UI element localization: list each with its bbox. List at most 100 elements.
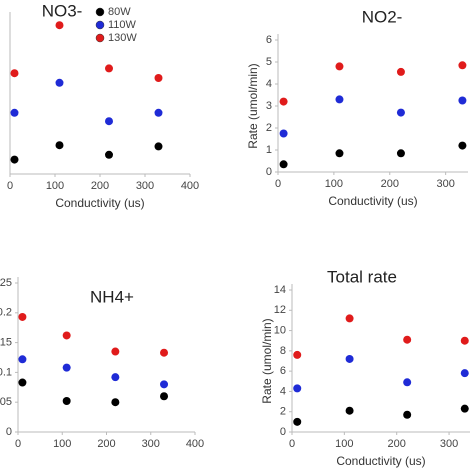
point xyxy=(460,404,469,413)
y-tick-label: 4 xyxy=(280,385,286,397)
y-tick-label: 2 xyxy=(266,122,272,134)
y-tick-label: 0 xyxy=(6,426,12,438)
point xyxy=(160,380,169,389)
x-tick-label: 0 xyxy=(15,438,21,450)
point xyxy=(460,336,469,345)
point xyxy=(10,108,19,117)
y-tick-label: 12 xyxy=(274,304,286,316)
point xyxy=(105,117,113,126)
point xyxy=(460,369,469,378)
point xyxy=(111,373,120,382)
point xyxy=(458,96,467,105)
point xyxy=(458,141,467,150)
chart-title: Total rate xyxy=(327,267,397,286)
point xyxy=(62,331,71,340)
point xyxy=(55,78,64,87)
chart-title: NH4+ xyxy=(90,287,134,306)
point xyxy=(154,74,163,82)
point xyxy=(345,314,354,323)
legend-label: 130W xyxy=(108,32,137,44)
point xyxy=(10,69,19,78)
y-tick-label: 0.1 xyxy=(0,366,12,378)
point xyxy=(62,397,71,406)
x-tick-label: 200 xyxy=(388,438,406,450)
y-axis-label: Rate (umol/min) xyxy=(260,318,274,403)
chart-title: NO3- xyxy=(42,1,83,20)
point xyxy=(18,378,27,387)
x-tick-label: 300 xyxy=(136,180,154,192)
y-tick-label: 14 xyxy=(274,284,286,296)
y-tick-label: 8 xyxy=(280,345,286,357)
y-tick-label: 4 xyxy=(266,78,272,90)
y-tick-label: 10 xyxy=(274,324,286,336)
y-tick-label: 0.2 xyxy=(0,307,12,319)
point xyxy=(335,95,344,104)
x-tick-label: 200 xyxy=(91,180,109,192)
x-tick-label: 100 xyxy=(325,178,343,190)
legend-label: 80W xyxy=(108,6,131,18)
x-tick-label: 100 xyxy=(46,180,64,192)
x-tick-label: 100 xyxy=(53,438,71,450)
point xyxy=(111,347,120,356)
x-axis-label: Conductivity (us) xyxy=(328,194,417,208)
point xyxy=(396,67,405,76)
point xyxy=(396,108,405,117)
point xyxy=(160,392,169,401)
x-axis-label: Conductivity (us) xyxy=(55,196,144,210)
point xyxy=(345,354,354,363)
y-tick-label: 2 xyxy=(280,406,286,418)
x-tick-label: 400 xyxy=(186,438,204,450)
y-tick-label: 0.05 xyxy=(0,396,12,408)
x-tick-label: 100 xyxy=(335,438,353,450)
y-tick-label: 0.25 xyxy=(0,277,12,289)
y-tick-label: 0 xyxy=(266,166,272,178)
point xyxy=(458,61,467,70)
point xyxy=(279,129,288,138)
x-tick-label: 300 xyxy=(142,438,160,450)
legend-label: 110W xyxy=(108,19,137,31)
point xyxy=(279,160,288,169)
x-tick-label: 200 xyxy=(381,178,399,190)
point xyxy=(55,21,64,30)
x-tick-label: 300 xyxy=(436,178,454,190)
point xyxy=(18,355,27,364)
chart-title: NO2- xyxy=(362,7,403,26)
y-axis-label: Rate (umol/min) xyxy=(246,63,260,148)
point xyxy=(279,97,288,106)
x-tick-label: 0 xyxy=(275,178,281,190)
point xyxy=(293,417,302,426)
x-tick-label: 200 xyxy=(97,438,115,450)
point xyxy=(396,149,405,158)
point xyxy=(335,62,344,71)
x-tick-label: 0 xyxy=(7,180,13,192)
point xyxy=(403,410,412,419)
point xyxy=(10,155,19,164)
point xyxy=(105,64,113,73)
point xyxy=(154,108,163,117)
point xyxy=(293,384,302,393)
y-tick-label: 5 xyxy=(266,56,272,68)
point xyxy=(160,348,169,357)
point xyxy=(55,141,64,150)
point xyxy=(62,363,71,372)
y-tick-label: 0 xyxy=(280,426,286,438)
legend-marker xyxy=(95,20,105,30)
y-tick-label: 6 xyxy=(280,365,286,377)
point xyxy=(345,406,354,415)
x-tick-label: 0 xyxy=(289,438,295,450)
y-tick-label: 1 xyxy=(266,144,272,156)
y-tick-label: 3 xyxy=(266,100,272,112)
point xyxy=(403,378,412,387)
y-tick-label: 6 xyxy=(266,34,272,46)
point xyxy=(293,350,302,359)
point xyxy=(335,149,344,158)
point xyxy=(18,312,27,321)
point xyxy=(111,398,120,407)
x-axis-label: Conductivity (us) xyxy=(336,454,425,468)
legend-marker xyxy=(95,33,105,43)
x-tick-label: 400 xyxy=(181,180,199,192)
point xyxy=(403,335,412,344)
x-tick-label: 300 xyxy=(440,438,458,450)
point xyxy=(105,150,113,159)
